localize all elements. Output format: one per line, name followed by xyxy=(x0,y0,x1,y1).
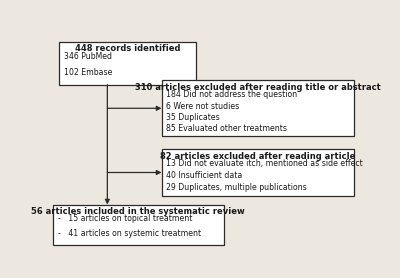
Text: 85 Evaluated other treatments: 85 Evaluated other treatments xyxy=(166,124,287,133)
FancyBboxPatch shape xyxy=(162,80,354,136)
Text: 6 Were not studies: 6 Were not studies xyxy=(166,101,240,111)
Text: 82 articles excluded after reading article: 82 articles excluded after reading artic… xyxy=(160,152,355,160)
Text: 184 Did not address the question: 184 Did not address the question xyxy=(166,90,297,99)
Text: 102 Embase: 102 Embase xyxy=(64,68,112,77)
Text: -   15 articles on topical treatment: - 15 articles on topical treatment xyxy=(58,214,192,224)
FancyBboxPatch shape xyxy=(162,149,354,196)
Text: 35 Duplicates: 35 Duplicates xyxy=(166,113,220,122)
Text: 13 Did not evaluate itch, mentioned as side effect: 13 Did not evaluate itch, mentioned as s… xyxy=(166,159,363,168)
Text: 56 articles included in the systematic review: 56 articles included in the systematic r… xyxy=(32,207,245,216)
Text: -   41 articles on systemic treatment: - 41 articles on systemic treatment xyxy=(58,229,201,239)
Text: 29 Duplicates, multiple publications: 29 Duplicates, multiple publications xyxy=(166,183,307,192)
Text: 40 Insufficient data: 40 Insufficient data xyxy=(166,171,242,180)
FancyBboxPatch shape xyxy=(53,205,224,245)
Text: 310 articles excluded after reading title or abstract: 310 articles excluded after reading titl… xyxy=(135,83,380,92)
Text: 448 records identified: 448 records identified xyxy=(75,44,180,53)
FancyBboxPatch shape xyxy=(59,42,196,85)
Text: 346 PubMed: 346 PubMed xyxy=(64,52,112,61)
